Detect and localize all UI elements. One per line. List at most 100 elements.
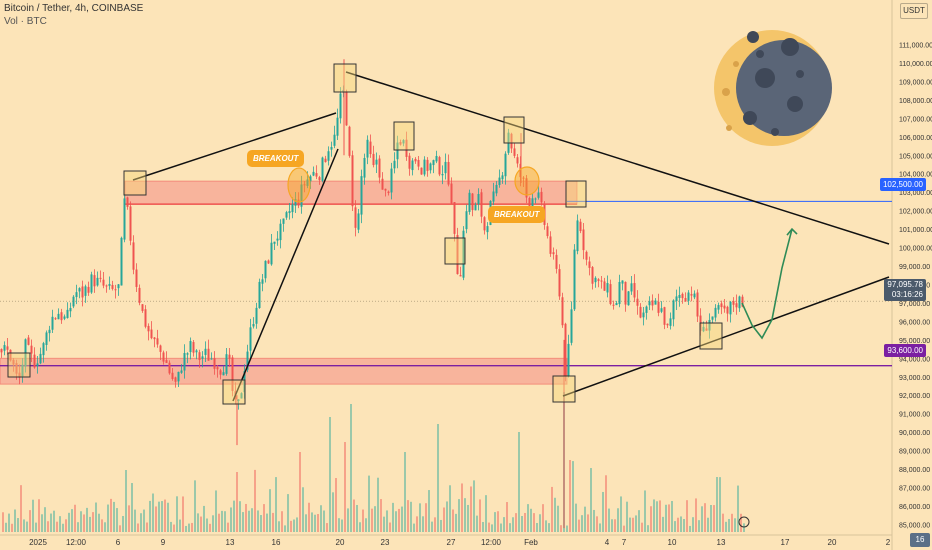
candle-body — [564, 323, 567, 376]
volume-bar — [326, 523, 328, 532]
candle-body — [708, 319, 711, 331]
volume-bar — [218, 513, 220, 532]
candle-body — [339, 93, 342, 119]
price-tick-label: 109,000.00 — [899, 79, 932, 86]
candle-body — [477, 194, 480, 205]
volume-bar — [602, 491, 604, 532]
candle-body — [450, 183, 453, 204]
volume-bar — [230, 507, 232, 532]
volume-bar — [533, 513, 535, 532]
candle-body — [93, 275, 96, 287]
candle-body — [75, 292, 78, 298]
volume-bar — [227, 522, 229, 532]
candle-body — [576, 220, 579, 252]
volume-bar — [185, 525, 187, 532]
volume-bar — [119, 525, 121, 532]
candle-body — [249, 327, 252, 351]
candle-body — [120, 237, 123, 286]
candle-body — [438, 157, 441, 175]
pattern-highlight-box — [444, 237, 466, 265]
pattern-highlight-box — [123, 170, 147, 196]
volume-bar — [17, 518, 19, 532]
volume-bar — [11, 523, 13, 532]
candle-body — [147, 325, 150, 332]
volume-bar — [245, 503, 247, 532]
volume-bar — [266, 513, 268, 532]
candle-body — [330, 147, 333, 150]
volume-bar — [359, 522, 361, 532]
moon-dark-disc — [736, 40, 832, 136]
volume-bar — [647, 525, 649, 532]
candle-body — [531, 198, 534, 211]
volume-bar — [104, 522, 106, 532]
candle-body — [180, 370, 183, 373]
volume-bar — [515, 513, 517, 532]
candle-body — [129, 206, 132, 241]
volume-bar — [620, 496, 622, 532]
volume-bar — [506, 502, 508, 532]
volume-bar — [56, 521, 58, 532]
support-zone — [0, 357, 568, 385]
volume-bar — [269, 489, 271, 532]
candle-body — [483, 217, 486, 231]
volume-bar — [725, 521, 727, 532]
volume-bar — [680, 516, 682, 532]
candle-body — [9, 349, 12, 361]
volume-bar — [356, 504, 358, 532]
breakout-marker-right — [514, 166, 540, 196]
volume-bar — [716, 477, 718, 532]
volume-bar — [638, 510, 640, 532]
volume-bar — [77, 522, 79, 532]
candle-body — [717, 305, 720, 310]
volume-bar — [203, 505, 205, 532]
candle-body — [741, 296, 744, 307]
volume-bar — [482, 521, 484, 532]
candle-body — [33, 354, 36, 368]
candle-body — [195, 350, 198, 353]
time-tick-label: 13 — [226, 538, 235, 547]
moon-crater — [756, 50, 764, 58]
volume-bar — [584, 506, 586, 532]
candle-body — [360, 176, 363, 215]
candle-body — [294, 199, 297, 206]
candle-body — [462, 230, 465, 278]
volume-bar — [254, 469, 256, 532]
moon-crater — [781, 38, 799, 56]
volume-bar — [401, 506, 403, 532]
volume-bar — [593, 509, 595, 532]
volume-bar — [131, 483, 133, 532]
price-tick-label: 102,000.00 — [899, 209, 932, 216]
volume-bar — [293, 519, 295, 532]
volume-bar — [410, 501, 412, 532]
candle-body — [123, 198, 126, 240]
volume-bar — [239, 501, 241, 532]
candle-body — [528, 198, 531, 212]
candle-body — [660, 308, 663, 312]
candle-body — [42, 343, 45, 356]
volume-bar — [485, 495, 487, 532]
volume-bar — [149, 500, 151, 532]
candle-body — [69, 307, 72, 312]
breakout-label-left: BREAKOUT — [247, 150, 305, 167]
price-tick-label: 101,000.00 — [899, 227, 932, 234]
volume-bar — [650, 506, 652, 532]
volume-bar — [473, 480, 475, 532]
volume-bar — [320, 505, 322, 532]
currency-button[interactable]: USDT — [900, 3, 928, 19]
volume-bar — [449, 485, 451, 532]
candle-body — [348, 126, 351, 156]
candle-body — [696, 292, 699, 317]
volume-bar — [419, 503, 421, 532]
candle-body — [222, 372, 225, 376]
zoom-badge[interactable]: 16 — [910, 533, 930, 547]
price-tick-label: 88,000.00 — [899, 467, 930, 474]
moon-crater — [755, 68, 775, 88]
candle-body — [654, 300, 657, 305]
volume-bar — [374, 506, 376, 532]
volume-bar — [71, 509, 73, 532]
breakout-marker-left — [287, 167, 311, 203]
volume-bar — [110, 498, 112, 532]
volume-bar — [116, 508, 118, 532]
